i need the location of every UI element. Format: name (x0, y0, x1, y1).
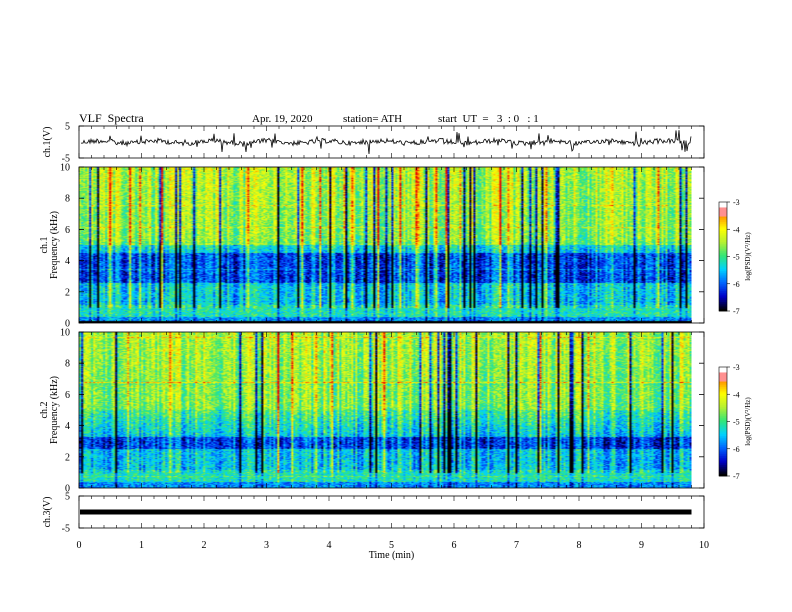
ch2-colorbar: -3 -4 -5 -6 -7 log(PSD)(V²/Hz) (718, 363, 752, 481)
sp2-y-tick-label: 2 (65, 452, 70, 463)
ch1-y-tick-label: 5 (65, 122, 70, 133)
ch2-colorbar-tick-label: -7 (733, 472, 740, 481)
x-tick-label: 2 (202, 540, 207, 551)
x-tick-label: 3 (264, 540, 269, 551)
ch3-waveform-panel: 5 -5 ch.3(V) (42, 492, 705, 535)
x-tick-label: 9 (639, 540, 644, 551)
x-axis-label: Time (min) (369, 550, 414, 561)
sp2-y-tick-label: 4 (65, 421, 70, 432)
x-tick-label: 4 (327, 540, 332, 551)
x-tick-label: 7 (514, 540, 519, 551)
ch1-waveform-trace (80, 130, 692, 155)
chart-station: station= ATH (343, 113, 403, 125)
chart-start-time: start UT = 3 : 0 : 1 (438, 113, 539, 125)
x-tick-label: 5 (389, 540, 394, 551)
sp1-y-tick-label: 4 (65, 256, 70, 267)
ch3-waveform-trace (80, 509, 692, 515)
ch3-y-tick-label: 5 (65, 492, 70, 503)
ch1-colorbar-tick-label: -3 (733, 198, 740, 207)
sp1-y-tick-label: 10 (60, 163, 70, 174)
sp1-y-tick-label: 0 (65, 319, 70, 330)
x-tick-label: 0 (77, 540, 82, 551)
x-tick-label: 1 (139, 540, 144, 551)
sp2-y-tick-label: 10 (60, 328, 70, 339)
sp2-y-axis-label: Frequency (kHz) (49, 376, 60, 444)
sp2-y-tick-label: 8 (65, 359, 70, 370)
ch1-colorbar-tick-label: -5 (733, 253, 740, 262)
ch2-spectrogram-panel: 0 2 4 6 8 10 ch.2 Frequency (kHz) (39, 328, 705, 495)
ch3-y-axis-label: ch.3(V) (42, 497, 53, 528)
ch1-colorbar-tick-label: -7 (733, 307, 740, 316)
ch2-colorbar-tick-label: -6 (733, 445, 740, 454)
ch1-colorbar-tick-label: -6 (733, 280, 740, 289)
x-tick-label: 6 (452, 540, 457, 551)
sp1-y-tick-label: 6 (65, 225, 70, 236)
ch1-y-tick-label: -5 (62, 154, 70, 165)
ch2-colorbar-tick-label: -4 (733, 390, 740, 399)
x-tick-label: 8 (577, 540, 582, 551)
sp2-y-axis-label: ch.2 (39, 402, 50, 419)
sp1-spectrogram-image (79, 167, 692, 323)
sp2-y-tick-label: 0 (65, 484, 70, 495)
ch1-colorbar-tick-label: -4 (733, 225, 740, 234)
time-axis: 0 1 2 3 4 5 6 7 8 9 10 Time (min) (77, 540, 710, 561)
sp1-y-tick-label: 2 (65, 287, 70, 298)
ch2-colorbar-tick-label: -5 (733, 418, 740, 427)
chart-title: VLF Spectra (79, 111, 144, 125)
chart-date: Apr. 19, 2020 (252, 113, 313, 125)
sp2-spectrogram-image (79, 332, 692, 488)
ch1-waveform-panel: 5 -5 ch.1(V) (42, 122, 705, 165)
ch1-y-axis-label: ch.1(V) (42, 127, 53, 158)
ch2-colorbar-label: log(PSD)(V²/Hz) (744, 397, 752, 446)
ch1-colorbar-label: log(PSD)(V²/Hz) (744, 232, 752, 281)
ch1-colorbar: -3 -4 -5 -6 -7 log(PSD)(V²/Hz) (718, 198, 752, 316)
sp2-y-tick-label: 6 (65, 390, 70, 401)
ch1-spectrogram-panel: 0 2 4 6 8 10 ch.1 Frequency (kHz) (39, 163, 705, 330)
sp1-y-axis-label: Frequency (kHz) (49, 211, 60, 279)
sp1-y-tick-label: 8 (65, 194, 70, 205)
ch3-y-tick-label: -5 (62, 524, 70, 535)
x-tick-label: 10 (699, 540, 709, 551)
ch2-colorbar-tick-label: -3 (733, 363, 740, 372)
sp1-y-axis-label: ch.1 (39, 237, 50, 254)
